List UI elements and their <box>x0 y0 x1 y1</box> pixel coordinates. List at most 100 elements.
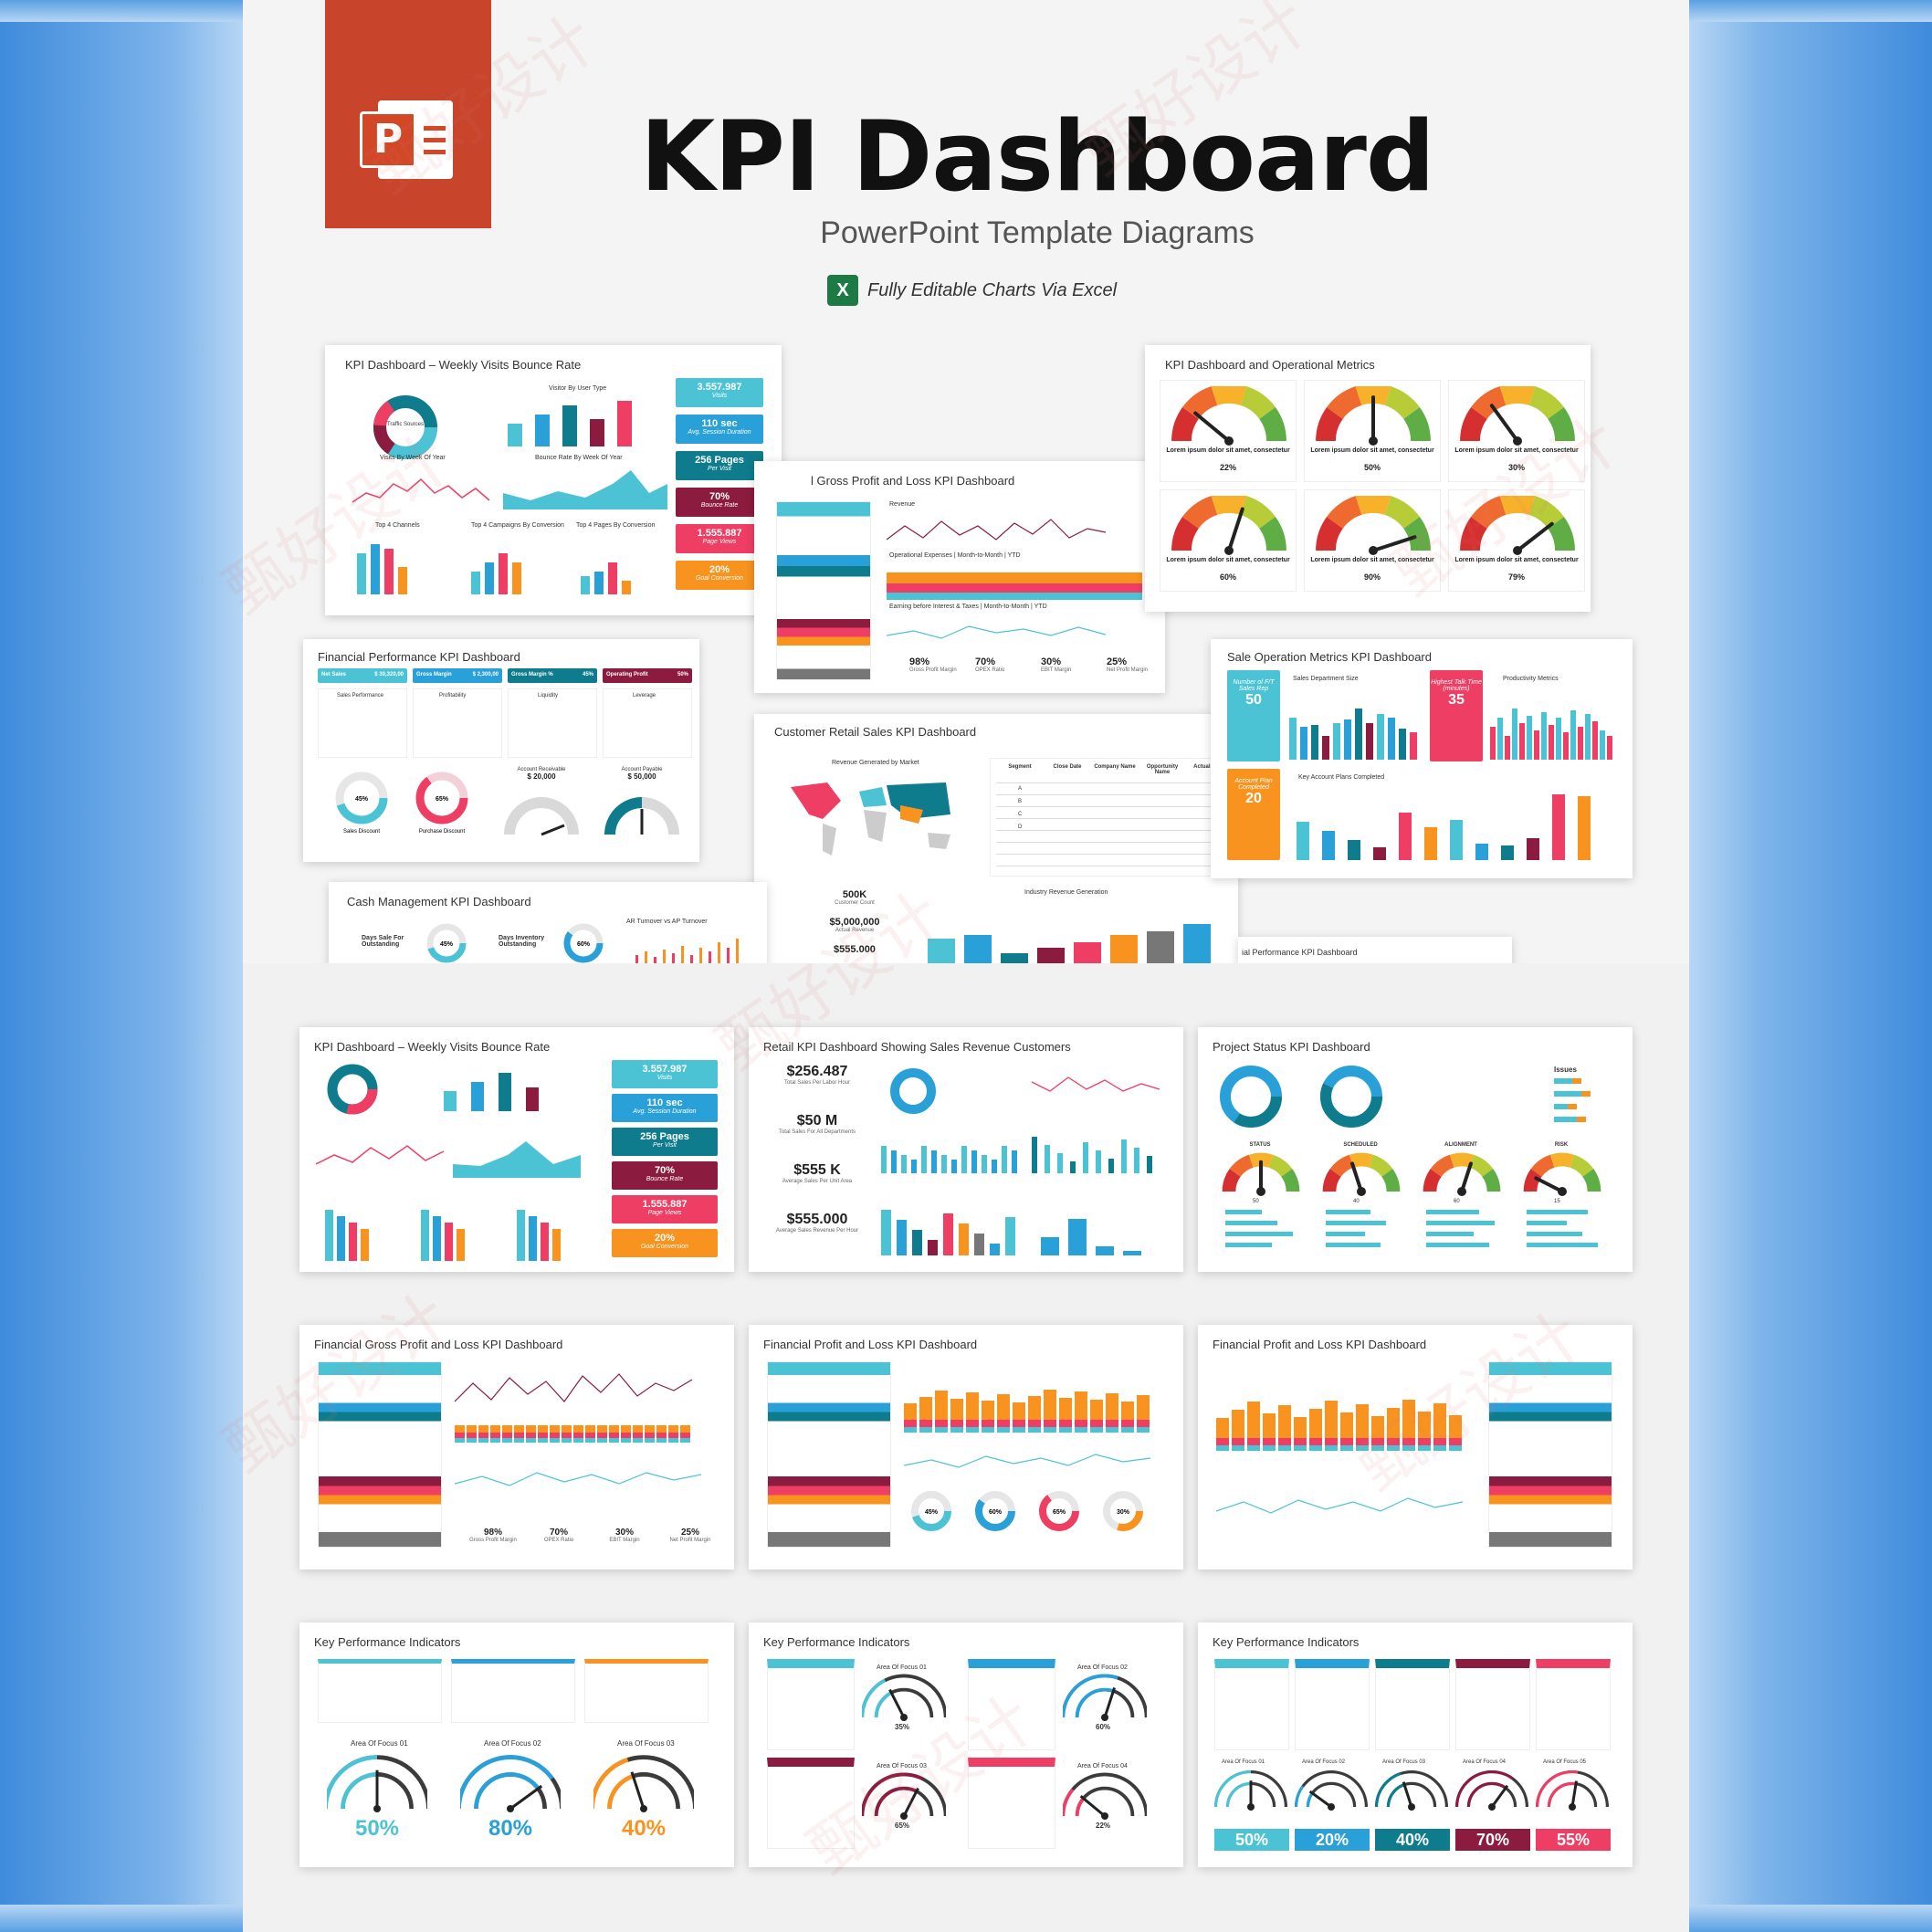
payable-gauge <box>604 797 679 835</box>
project-gauge-value: 40 <box>1353 1199 1360 1204</box>
slide-card[interactable]: Financial Gross Profit and Loss KPI Dash… <box>299 1325 734 1570</box>
focus-gauge <box>1214 1770 1287 1811</box>
revenue-label: Revenue <box>889 501 916 508</box>
canvas: P KPI Dashboard PowerPoint Template Diag… <box>211 0 1689 1932</box>
dso-donut: 45% <box>426 923 467 963</box>
focus-label: Area Of Focus 04 <box>1077 1763 1128 1769</box>
purchase-discount-donut: 65% Purchase Discount <box>415 772 468 835</box>
gauge-caption: Lorem ipsum dolor sit amet, consectetur <box>1166 557 1290 563</box>
focus-label: Area Of Focus 04 <box>1463 1759 1507 1765</box>
slide-title: Key Performance Indicators <box>1213 1635 1360 1649</box>
slide-title: Financial Gross Profit and Loss KPI Dash… <box>314 1338 563 1351</box>
focus-table <box>1455 1659 1530 1750</box>
page-subtitle: PowerPoint Template Diagrams <box>820 215 1255 250</box>
slide-financial-performance[interactable]: Financial Performance KPI Dashboard Net … <box>303 639 699 862</box>
focus-table <box>968 1659 1055 1750</box>
slide-card[interactable]: Key Performance Indicators Area Of Focus … <box>749 1622 1183 1867</box>
turnover-label: AR Turnover vs AP Turnover <box>626 919 708 925</box>
focus-value: 50% <box>354 1816 400 1841</box>
slide-card[interactable]: Key Performance Indicators Area Of Focus … <box>1198 1622 1633 1867</box>
gauge-value: 22% <box>1219 463 1236 472</box>
gauge-value: 30% <box>1507 463 1525 472</box>
table-row-segment: C <box>1018 812 1023 817</box>
gauge-dial <box>1460 493 1575 555</box>
svg-text:Sales Discount: Sales Discount <box>343 829 380 835</box>
project-donuts <box>1220 1066 1382 1128</box>
slide-card[interactable]: Key Performance Indicators Area Of Focus … <box>299 1622 734 1867</box>
gauge-dial <box>1171 383 1286 446</box>
kpi-pageviews: 1.555.887 Page Views <box>676 524 763 553</box>
slide-card[interactable]: KPI Dashboard – Weekly Visits Bounce Rat… <box>299 1027 734 1272</box>
slide-customer-retail[interactable]: Customer Retail Sales KPI Dashboard Reve… <box>754 714 1238 970</box>
gross-margin-header: Gross Margin $ 2,300,00 <box>413 668 502 683</box>
slide-weekly-visits[interactable]: KPI Dashboard – Weekly Visits Bounce Rat… <box>325 345 782 615</box>
slide-card[interactable]: Financial Profit and Loss KPI Dashboard 4… <box>749 1325 1183 1570</box>
retail-stat: $256.487 Total Sales Per Labor Hour <box>783 1064 851 1086</box>
focus-value: 35% <box>895 1723 910 1731</box>
focus-table <box>1214 1659 1289 1750</box>
account-payable: Account Payable $ 50,000 <box>621 767 663 781</box>
dio-donut: 60% <box>563 923 604 963</box>
focus-gauge <box>1375 1770 1448 1811</box>
pnl-donut-value: 45% <box>925 1509 939 1516</box>
slide-gross-profit[interactable]: l Gross Profit and Loss KPI Dashboard Re… <box>754 461 1165 693</box>
key-plans-label: Key Account Plans Completed <box>1298 774 1385 781</box>
receivable-gauge <box>504 797 579 836</box>
gauge-card: Lorem ipsum dolor sit amet, consectetur 6… <box>1160 489 1297 592</box>
opex-label: Operational Expenses | Month-to-Month | … <box>889 552 1021 559</box>
weekly-visits-charts <box>316 1064 581 1261</box>
svg-text:60%: 60% <box>577 941 591 948</box>
gauge-caption: Lorem ipsum dolor sit amet, consectetur <box>1310 447 1434 454</box>
gauge-card: Lorem ipsum dolor sit amet, consectetur 2… <box>1160 380 1297 482</box>
bounce-area-chart <box>503 470 667 509</box>
focus-label: Area Of Focus 03 <box>617 1739 675 1748</box>
slide-operational-metrics[interactable]: KPI Dashboard and Operational Metrics Lo… <box>1145 345 1591 612</box>
pnl-charts <box>455 1373 702 1486</box>
pnl-table <box>767 1361 891 1548</box>
map-label: Revenue Generated by Market <box>832 760 919 766</box>
focus-table <box>767 1758 855 1849</box>
retail-extra: $555.000 <box>834 944 876 955</box>
kpi-pages: 256 Pages Per Visit <box>676 451 763 480</box>
slide-title: Project Status KPI Dashboard <box>1213 1040 1370 1054</box>
traffic-donut: Traffic Sources <box>373 395 437 459</box>
gauge-card: Lorem ipsum dolor sit amet, consectetur 9… <box>1304 489 1441 592</box>
svg-text:Purchase Discount: Purchase Discount <box>419 829 466 835</box>
account-receivable: Account Receivable $ 20,000 <box>517 767 566 781</box>
fte-kpi: Number of F/T Sales Rep 50 <box>1227 670 1280 761</box>
gross-margin-pct-header: Gross Margin % 45% <box>508 668 597 683</box>
slide-card[interactable]: Retail KPI Dashboard Showing Sales Reven… <box>749 1027 1183 1272</box>
sales-discount-donut: 45% Sales Discount <box>335 772 388 835</box>
dso-label: Days Sale For Outstanding <box>362 935 404 948</box>
slide-sale-operation[interactable]: Sale Operation Metrics KPI Dashboard Num… <box>1211 639 1633 878</box>
page-title: KPI Dashboard <box>640 100 1435 213</box>
slide-title: Key Performance Indicators <box>314 1635 461 1649</box>
gauge-value: 60% <box>1219 572 1236 582</box>
slide-card[interactable]: Project Status KPI Dashboard Issues STATUS… <box>1198 1027 1633 1272</box>
pnl-stat: 98% Gross Profit Margin <box>469 1528 517 1543</box>
kpi-pill: 110 sec Avg. Session Duration <box>612 1094 718 1122</box>
visitor-bar-chart <box>508 401 632 446</box>
focus-gauge <box>860 1674 948 1721</box>
kpi-pill: 256 Pages Per Visit <box>612 1128 718 1156</box>
gp-stat-1: 98% Gross Profit Margin <box>909 656 957 673</box>
focus-label: Area Of Focus 02 <box>1302 1759 1346 1765</box>
pnl-stat: 70% OPEX Ratio <box>543 1528 574 1543</box>
slide-card[interactable]: Financial Profit and Loss KPI Dashboard <box>1198 1325 1633 1570</box>
focus-table <box>1295 1659 1370 1750</box>
sales-performance-table: Sales Performance <box>318 688 407 758</box>
key-plans-bar-chart <box>1297 794 1591 860</box>
opex-chart <box>887 572 1142 600</box>
campaigns-label: Top 4 Campaigns By Conversion <box>471 522 564 529</box>
ebit-chart <box>887 625 1107 639</box>
slide-title: Retail KPI Dashboard Showing Sales Reven… <box>763 1040 1071 1054</box>
gauge-value: 90% <box>1363 572 1381 582</box>
svg-text:65%: 65% <box>436 796 449 803</box>
powerpoint-letter: P <box>360 111 416 168</box>
ebit-label: Earning before Interest & Taxes | Month-… <box>889 604 1047 610</box>
visits-week-label: Visits By Week Of Year <box>380 455 446 461</box>
productivity-bar-chart <box>1490 709 1612 760</box>
pages-label: Top 4 Pages By Conversion <box>576 522 656 529</box>
svg-text:45%: 45% <box>440 941 454 948</box>
excel-icon: X <box>827 275 858 306</box>
